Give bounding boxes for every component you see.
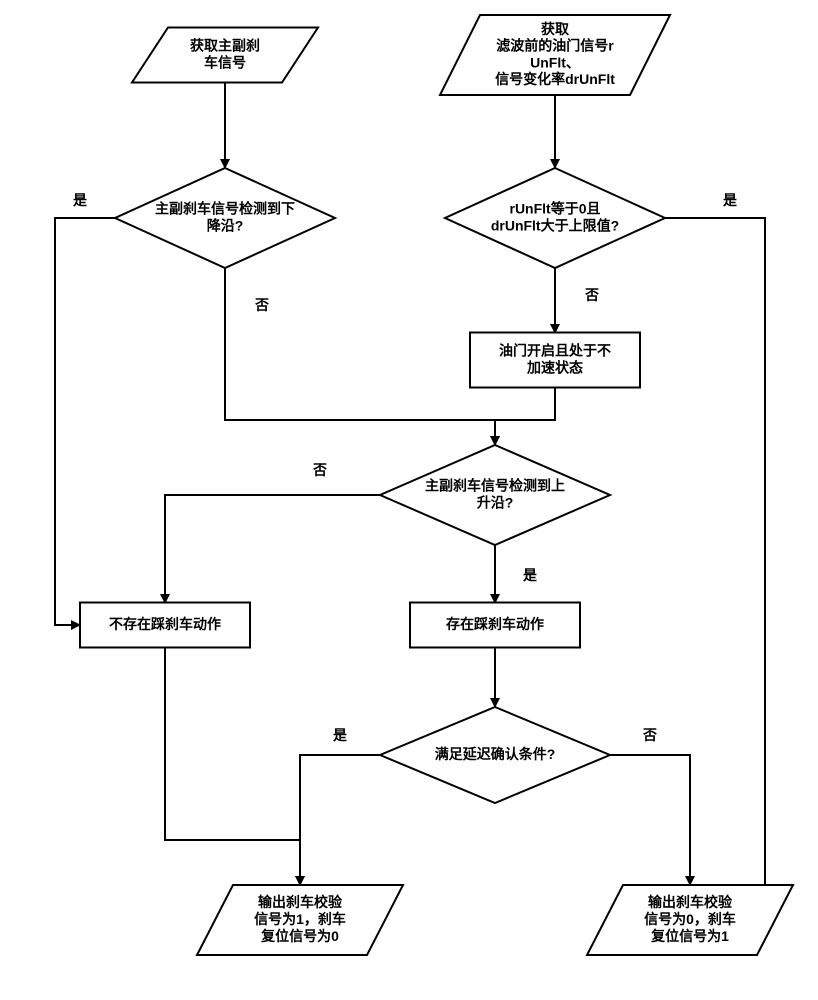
edge-label-8: 是 — [523, 567, 538, 583]
node-in2: 获取滤波前的油门信号rUnFlt、信号变化率drUnFlt — [440, 15, 670, 95]
edge-6 — [495, 388, 555, 445]
svg-text:不存在踩刹车动作: 不存在踩刹车动作 — [109, 616, 221, 632]
node-d1: 主副刹车信号检测到下降沿? — [115, 168, 335, 268]
edge-2 — [225, 268, 495, 445]
edge-label-3: 是 — [73, 192, 88, 208]
edge-label-11: 否 — [642, 727, 657, 743]
node-p1: 油门开启且处于不加速状态 — [470, 333, 640, 388]
edge-12 — [165, 648, 300, 885]
svg-text:存在踩刹车动作: 存在踩刹车动作 — [446, 616, 544, 632]
node-p3: 存在踩刹车动作 — [410, 603, 580, 648]
edge-4 — [665, 218, 775, 920]
edge-label-7: 否 — [312, 462, 327, 478]
svg-text:输出刹车校验信号为1，刹车复位信号为0: 输出刹车校验信号为1，刹车复位信号为0 — [254, 894, 346, 944]
node-out1: 输出刹车校验信号为1，刹车复位信号为0 — [197, 885, 403, 955]
node-d4: 满足延迟确认条件? — [380, 707, 610, 803]
svg-text:满足延迟确认条件?: 满足延迟确认条件? — [435, 746, 556, 762]
edge-label-5: 否 — [584, 287, 599, 303]
node-d2: rUnFlt等于0且drUnFlt大于上限值? — [445, 168, 665, 268]
edge-10 — [300, 755, 380, 885]
edge-3 — [55, 218, 115, 625]
node-out2: 输出刹车校验信号为0，刹车复位信号为1 — [587, 885, 793, 955]
svg-text:rUnFlt等于0且drUnFlt大于上限值?: rUnFlt等于0且drUnFlt大于上限值? — [491, 200, 619, 233]
edge-label-4: 是 — [723, 192, 738, 208]
edge-label-2: 否 — [254, 297, 269, 313]
edge-7 — [165, 495, 380, 603]
edge-label-10: 是 — [333, 727, 348, 743]
node-p2: 不存在踩刹车动作 — [80, 603, 250, 648]
svg-text:输出刹车校验信号为0，刹车复位信号为1: 输出刹车校验信号为0，刹车复位信号为1 — [644, 894, 736, 944]
node-d3: 主副刹车信号检测到上升沿? — [380, 445, 610, 545]
node-in1: 获取主副刹车信号 — [132, 28, 318, 83]
edge-11 — [610, 755, 690, 885]
